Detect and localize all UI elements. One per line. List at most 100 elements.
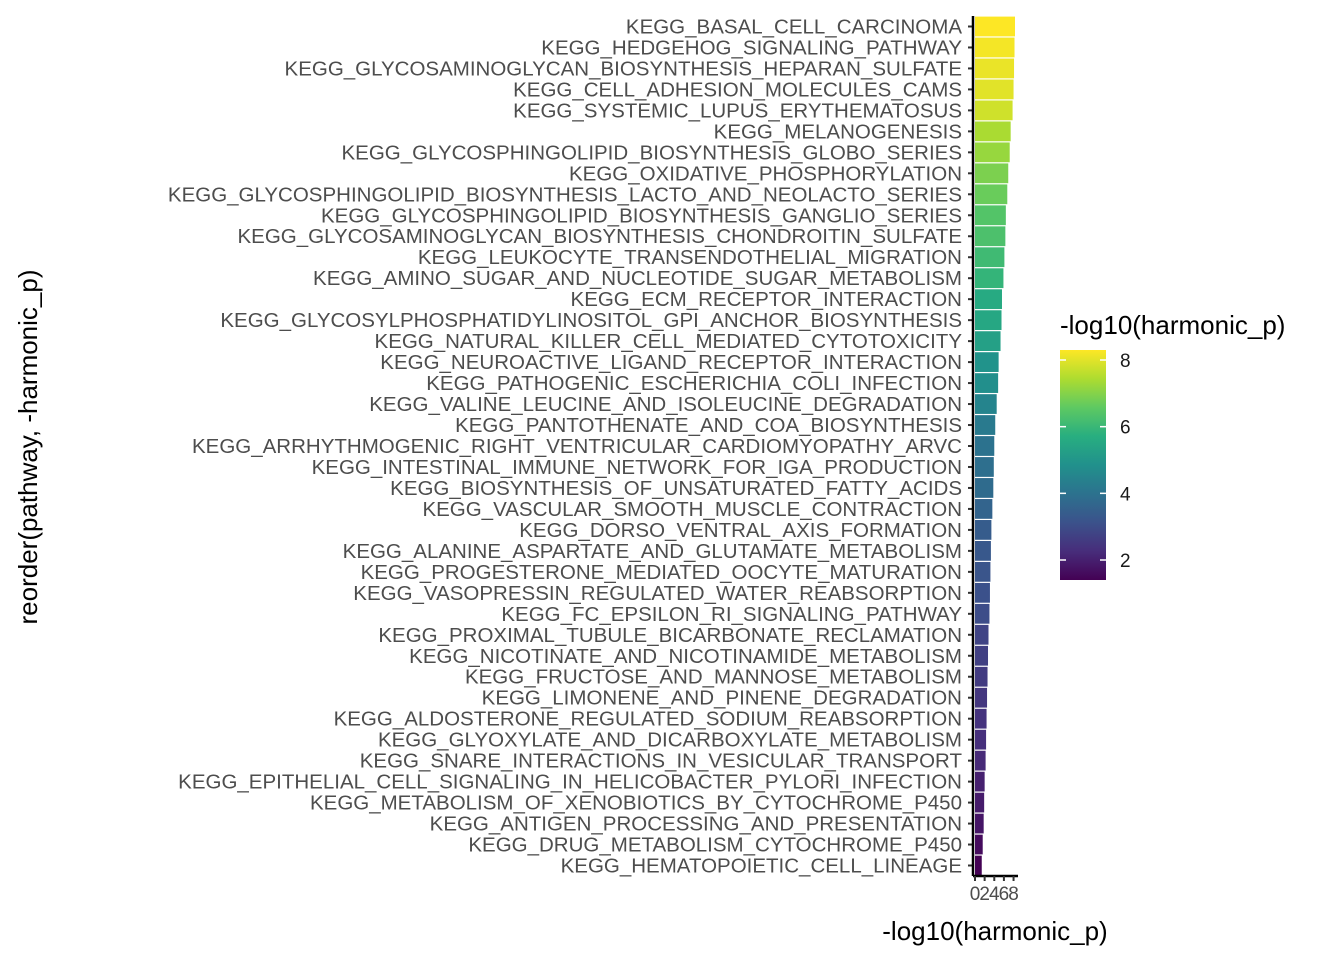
x-tick-label: 0	[970, 884, 981, 905]
y-tick-label: KEGG_HEMATOPOIETIC_CELL_LINEAGE	[561, 855, 962, 878]
y-tick-label: KEGG_NATURAL_KILLER_CELL_MEDIATED_CYTOTO…	[375, 330, 963, 353]
bar	[975, 37, 1015, 58]
y-tick-label: KEGG_PROXIMAL_TUBULE_BICARBONATE_RECLAMA…	[378, 624, 962, 647]
bar	[975, 603, 990, 624]
bar	[975, 205, 1006, 226]
y-tick-label: KEGG_CELL_ADHESION_MOLECULES_CAMS	[513, 78, 962, 101]
bar	[975, 310, 1002, 331]
y-tick-label: KEGG_GLYCOSPHINGOLIPID_BIOSYNTHESIS_GLOB…	[341, 141, 962, 164]
y-tick-label: KEGG_PATHOGENIC_ESCHERICHIA_COLI_INFECTI…	[426, 372, 962, 395]
bar	[975, 79, 1014, 100]
y-tick-label: KEGG_OXIDATIVE_PHOSPHORYLATION	[569, 162, 962, 185]
bar	[975, 750, 986, 771]
x-axis-title: -log10(harmonic_p)	[882, 916, 1107, 946]
bar	[975, 499, 993, 519]
bars-group	[975, 16, 1015, 876]
y-tick-label: KEGG_FRUCTOSE_AND_MANNOSE_METABOLISM	[465, 666, 962, 689]
legend-title: -log10(harmonic_p)	[1060, 310, 1285, 340]
bar	[975, 352, 999, 372]
y-tick-label: KEGG_NEUROACTIVE_LIGAND_RECEPTOR_INTERAC…	[380, 351, 962, 374]
y-tick-label: KEGG_HEDGEHOG_SIGNALING_PATHWAY	[541, 36, 962, 59]
y-tick-label: KEGG_SNARE_INTERACTIONS_IN_VESICULAR_TRA…	[360, 750, 963, 773]
y-tick-label: KEGG_PANTOTHENATE_AND_COA_BIOSYNTHESIS	[455, 414, 962, 437]
bar	[975, 540, 991, 561]
colorbar-tick-label: 6	[1120, 418, 1131, 439]
y-tick-label: KEGG_SYSTEMIC_LUPUS_ERYTHEMATOSUS	[513, 99, 962, 122]
x-tick-label: 6	[999, 884, 1010, 905]
bar	[975, 373, 999, 393]
bar	[975, 142, 1010, 163]
bar	[975, 813, 984, 834]
y-tick-label: KEGG_GLYCOSPHINGOLIPID_BIOSYNTHESIS_GANG…	[321, 204, 962, 227]
bar	[975, 582, 990, 603]
y-axis-title: reorder(pathway, -harmonic_p)	[13, 270, 43, 625]
colorbar-tick-label: 8	[1120, 351, 1131, 372]
y-tick-label: KEGG_GLYCOSPHINGOLIPID_BIOSYNTHESIS_LACT…	[168, 183, 962, 206]
bar	[975, 100, 1013, 121]
y-tick-label: KEGG_PROGESTERONE_MEDIATED_OOCYTE_MATURA…	[361, 561, 962, 584]
y-tick-label: KEGG_DORSO_VENTRAL_AXIS_FORMATION	[519, 519, 962, 542]
colorbar-tick-label: 4	[1120, 484, 1131, 505]
y-tick-label: KEGG_ANTIGEN_PROCESSING_AND_PRESENTATION	[430, 813, 962, 836]
y-tick-label: KEGG_DRUG_METABOLISM_CYTOCHROME_P450	[468, 834, 962, 857]
bar	[975, 58, 1015, 79]
bar	[975, 478, 994, 498]
bar	[975, 666, 988, 687]
bar	[975, 855, 982, 876]
x-tick-label: 8	[1008, 884, 1019, 905]
bar	[975, 268, 1004, 289]
bar	[975, 247, 1005, 268]
colorbar-ticks: 2 4 6 8	[1060, 351, 1131, 572]
y-tick-label: KEGG_VALINE_LEUCINE_AND_ISOLEUCINE_DEGRA…	[369, 393, 962, 416]
bar	[975, 331, 1001, 352]
colorbar-tick-label: 2	[1120, 551, 1131, 572]
bar	[975, 415, 996, 435]
colorbar-legend: -log10(harmonic_p) 2 4 6 8	[1060, 310, 1285, 580]
y-tick-label: KEGG_METABOLISM_OF_XENOBIOTICS_BY_CYTOCH…	[310, 792, 962, 815]
axes	[971, 16, 1018, 878]
bar	[975, 771, 985, 792]
y-tick-label: KEGG_ARRHYTHMOGENIC_RIGHT_VENTRICULAR_CA…	[192, 435, 962, 458]
y-tick-label: KEGG_ALDOSTERONE_REGULATED_SODIUM_REABSO…	[334, 708, 962, 731]
y-tick-label: KEGG_GLYCOSAMINOGLYCAN_BIOSYNTHESIS_HEPA…	[285, 57, 962, 80]
colorbar	[1060, 350, 1106, 580]
y-tick-label: KEGG_FC_EPSILON_RI_SIGNALING_PATHWAY	[501, 603, 962, 626]
bar	[975, 645, 989, 666]
bar	[975, 687, 988, 708]
y-tick-label: KEGG_EPITHELIAL_CELL_SIGNALING_IN_HELICO…	[178, 771, 962, 794]
bar	[975, 289, 1002, 310]
y-tick-label: KEGG_MELANOGENESIS	[714, 120, 962, 143]
bar	[975, 561, 991, 582]
y-tick-label: KEGG_GLYOXYLATE_AND_DICARBOXYLATE_METABO…	[378, 729, 962, 752]
bar	[975, 16, 1015, 37]
y-tick-label: KEGG_BASAL_CELL_CARCINOMA	[626, 15, 962, 38]
bar	[975, 436, 995, 456]
y-tick-label: KEGG_AMINO_SUGAR_AND_NUCLEOTIDE_SUGAR_ME…	[313, 267, 962, 290]
bar	[975, 184, 1008, 205]
bar	[975, 624, 989, 645]
y-tick-label: KEGG_LEUKOCYTE_TRANSENDOTHELIAL_MIGRATIO…	[418, 246, 962, 269]
bar	[975, 834, 983, 855]
bar	[975, 163, 1009, 184]
x-tick-label: 4	[989, 884, 1000, 905]
y-tick-label: KEGG_INTESTINAL_IMMUNE_NETWORK_FOR_IGA_P…	[312, 456, 962, 479]
y-tick-label: KEGG_VASCULAR_SMOOTH_MUSCLE_CONTRACTION	[422, 498, 962, 521]
bar	[975, 708, 987, 729]
y-tick-label: KEGG_VASOPRESSIN_REGULATED_WATER_REABSOR…	[353, 582, 962, 605]
y-tick-label: KEGG_BIOSYNTHESIS_OF_UNSATURATED_FATTY_A…	[390, 477, 962, 500]
bar	[975, 121, 1011, 142]
bar	[975, 457, 994, 477]
x-tick-label: 2	[979, 884, 990, 905]
y-tick-label: KEGG_ALANINE_ASPARTATE_AND_GLUTAMATE_MET…	[343, 540, 962, 563]
bar	[975, 792, 985, 813]
y-tick-label: KEGG_NICOTINATE_AND_NICOTINAMIDE_METABOL…	[409, 645, 962, 668]
bar	[975, 226, 1006, 247]
bar	[975, 394, 997, 414]
y-tick-label: KEGG_ECM_RECEPTOR_INTERACTION	[571, 288, 962, 311]
y-tick-labels: KEGG_BASAL_CELL_CARCINOMAKEGG_HEDGEHOG_S…	[168, 15, 972, 878]
bar	[975, 520, 992, 540]
y-tick-label: KEGG_GLYCOSAMINOGLYCAN_BIOSYNTHESIS_CHON…	[238, 225, 963, 248]
bar	[975, 729, 987, 750]
